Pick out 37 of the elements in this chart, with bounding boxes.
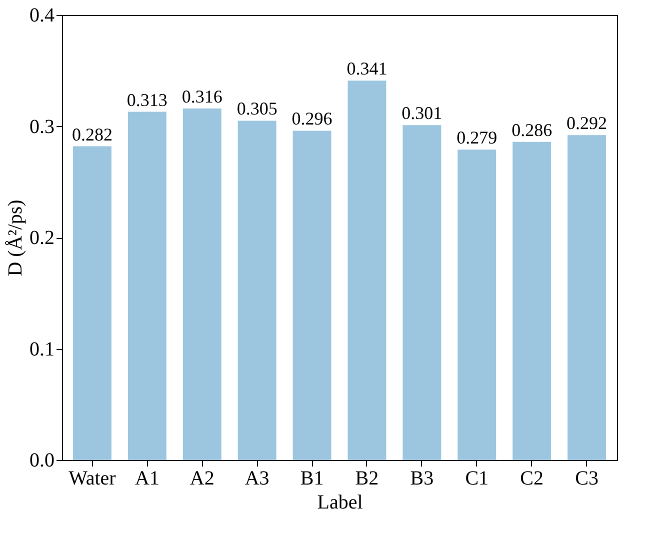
x-tick-label: A2 (190, 468, 214, 490)
x-tick-label: A1 (134, 468, 160, 490)
bar (568, 135, 606, 460)
data-label: 0.282 (72, 124, 112, 144)
bar (292, 130, 332, 460)
data-label: 0.301 (402, 103, 442, 124)
bar (238, 120, 276, 460)
x-tick-label: A3 (244, 468, 270, 490)
y-tick-label: 0.4 (30, 4, 54, 26)
data-label: 0.296 (292, 108, 332, 129)
data-label: 0.292 (566, 113, 608, 134)
y-tick-label: 0.3 (30, 116, 54, 138)
data-label: 0.286 (512, 120, 552, 140)
x-tick-label: B3 (410, 468, 434, 490)
data-label: 0.313 (126, 90, 168, 110)
x-axis-title: Label (317, 492, 364, 514)
bar (458, 150, 496, 460)
y-tick-label: 0.2 (30, 227, 54, 249)
bar (128, 112, 166, 460)
y-tick-label: 0.0 (30, 450, 54, 472)
data-label: 0.305 (236, 98, 278, 119)
bar (512, 142, 552, 460)
bar (402, 125, 442, 460)
bar (182, 108, 222, 460)
y-tick-label: 0.1 (30, 338, 54, 360)
bar (72, 146, 112, 460)
x-tick-label: C2 (520, 468, 544, 490)
data-label: 0.279 (456, 128, 498, 148)
x-tick-label: B2 (355, 468, 379, 490)
x-tick-label: C1 (465, 468, 489, 490)
x-tick-label: B1 (300, 468, 324, 490)
bar (348, 80, 386, 460)
data-label: 0.341 (346, 58, 388, 79)
x-tick-label: Water (68, 468, 116, 490)
y-axis-title: D (Å²/ps) (4, 200, 26, 276)
data-label: 0.316 (182, 86, 222, 106)
x-tick-label: C3 (575, 468, 598, 490)
